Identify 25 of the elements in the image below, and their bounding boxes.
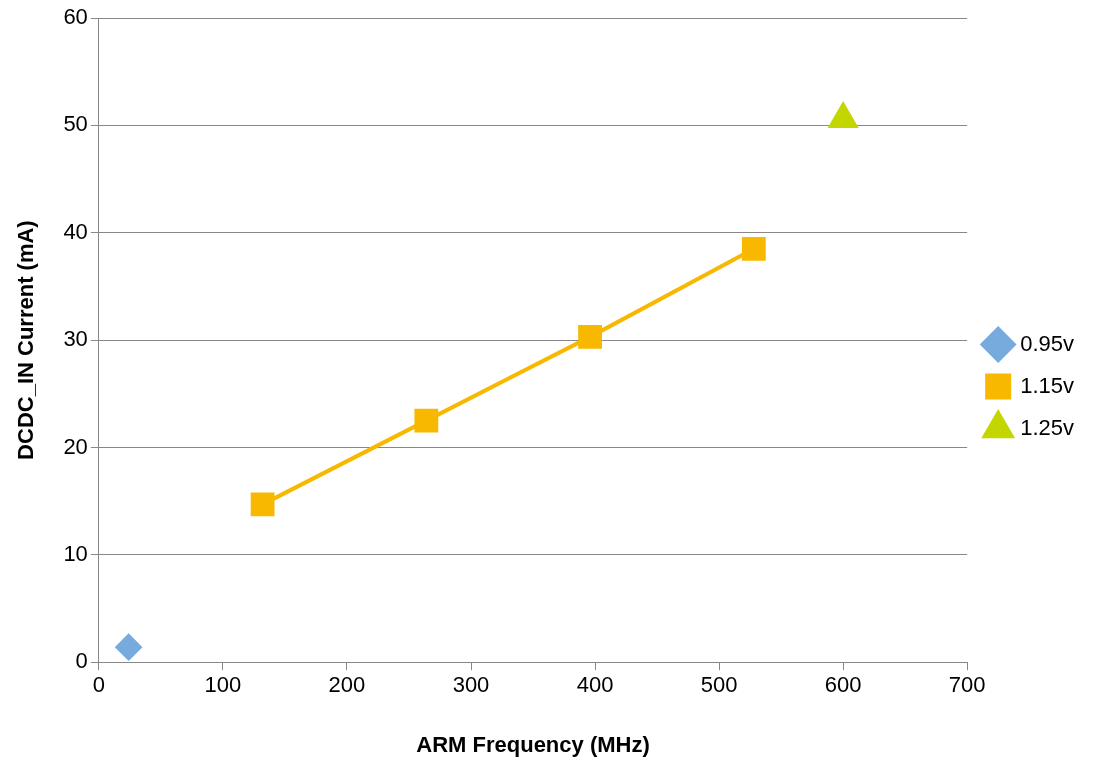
x-tick-label: 400 [576, 672, 614, 698]
legend-label: 1.25v [1020, 414, 1075, 440]
x-tick-label: 100 [204, 672, 242, 698]
y-tick-label: 0 [75, 648, 88, 674]
y-tick-label: 20 [63, 433, 88, 459]
x-tick-label: 600 [824, 672, 862, 698]
legend-label: 1.15v [1020, 372, 1075, 398]
x-axis-title: ARM Frequency (MHz) [416, 731, 650, 757]
legend-label: 0.95v [1020, 330, 1075, 356]
y-tick-label: 50 [63, 111, 88, 137]
y-tick-label: 10 [63, 540, 88, 566]
y-tick-label: 30 [63, 326, 88, 352]
point [250, 492, 275, 517]
point [115, 634, 142, 661]
point [414, 408, 439, 433]
x-tick-label: 700 [948, 672, 986, 698]
x-tick-label: 0 [92, 672, 105, 698]
x-tick-label: 500 [700, 672, 738, 698]
y-axis-title: DCDC_IN Current (mA) [13, 220, 39, 460]
y-tick-label: 60 [63, 4, 88, 30]
point [741, 236, 766, 261]
x-tick-label: 300 [452, 672, 490, 698]
y-tick-label: 40 [63, 218, 88, 244]
x-tick-label: 200 [328, 672, 366, 698]
point [578, 324, 602, 349]
